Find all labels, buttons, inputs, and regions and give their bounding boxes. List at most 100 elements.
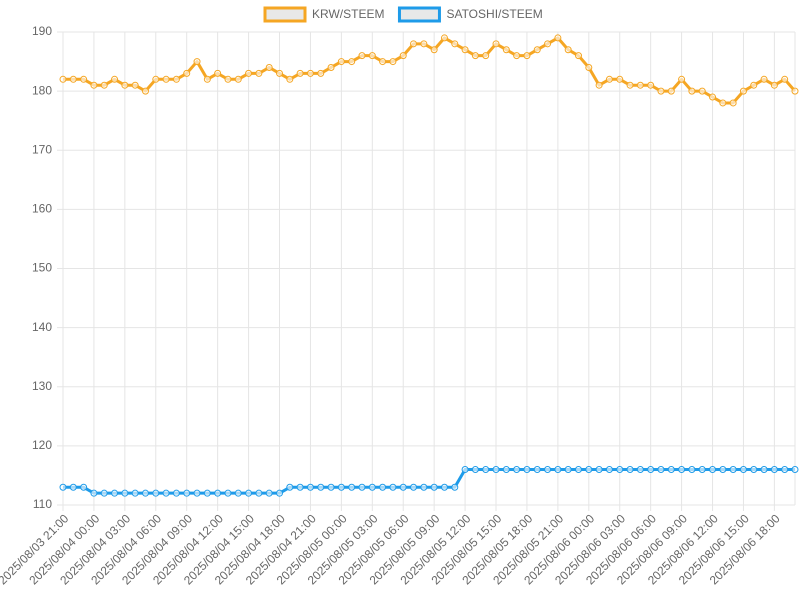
legend-label: KRW/STEEM — [312, 7, 384, 21]
data-point — [574, 52, 582, 60]
data-point — [440, 34, 448, 42]
data-point — [471, 466, 479, 474]
data-point — [193, 58, 201, 66]
data-point — [729, 466, 737, 474]
data-point — [430, 483, 438, 491]
data-point — [554, 466, 562, 474]
y-tick-label: 190 — [32, 24, 52, 38]
data-point — [193, 489, 201, 497]
legend-label: SATOSHI/STEEM — [446, 7, 542, 21]
data-point — [90, 81, 98, 89]
y-tick-label: 120 — [32, 438, 52, 452]
data-point — [224, 75, 232, 83]
data-point — [348, 58, 356, 66]
data-point — [183, 69, 191, 77]
data-point — [636, 81, 644, 89]
data-point — [306, 483, 314, 491]
data-point — [698, 466, 706, 474]
data-point — [152, 489, 160, 497]
y-tick-label: 170 — [32, 142, 52, 156]
data-point — [111, 75, 119, 83]
data-point — [59, 75, 67, 83]
data-point — [80, 75, 88, 83]
data-point — [616, 466, 624, 474]
data-point — [760, 466, 768, 474]
data-point — [709, 93, 717, 101]
data-point — [255, 489, 263, 497]
data-point — [791, 466, 799, 474]
data-point — [605, 466, 613, 474]
data-point — [317, 69, 325, 77]
data-point — [90, 489, 98, 497]
data-point — [183, 489, 191, 497]
data-point — [348, 483, 356, 491]
data-point — [358, 52, 366, 60]
data-point — [678, 466, 686, 474]
data-point — [245, 69, 253, 77]
y-tick-label: 160 — [32, 202, 52, 216]
data-point — [430, 46, 438, 54]
data-point — [770, 466, 778, 474]
data-point — [595, 466, 603, 474]
data-point — [80, 483, 88, 491]
data-point — [482, 466, 490, 474]
data-point — [781, 75, 789, 83]
data-point — [410, 483, 418, 491]
data-point — [100, 81, 108, 89]
data-point — [234, 75, 242, 83]
data-point — [647, 81, 655, 89]
y-tick-label: 180 — [32, 83, 52, 97]
data-point — [410, 40, 418, 48]
data-point — [214, 69, 222, 77]
data-point — [276, 489, 284, 497]
data-point — [533, 466, 541, 474]
data-point — [750, 466, 758, 474]
y-tick-label: 150 — [32, 261, 52, 275]
series-line — [63, 468, 795, 495]
data-point — [564, 466, 572, 474]
data-point — [368, 52, 376, 60]
data-point — [327, 483, 335, 491]
data-point — [69, 75, 77, 83]
data-point — [554, 34, 562, 42]
data-point — [399, 52, 407, 60]
data-point — [636, 466, 644, 474]
data-point — [141, 489, 149, 497]
data-point — [317, 483, 325, 491]
data-point — [368, 483, 376, 491]
data-point — [286, 483, 294, 491]
data-point — [502, 466, 510, 474]
data-point — [533, 46, 541, 54]
data-point — [172, 75, 180, 83]
data-point — [574, 466, 582, 474]
data-point — [585, 466, 593, 474]
data-point — [121, 489, 129, 497]
data-point — [688, 87, 696, 95]
data-point — [327, 63, 335, 71]
data-point — [420, 483, 428, 491]
data-point — [523, 52, 531, 60]
data-point — [111, 489, 119, 497]
data-point — [121, 81, 129, 89]
data-point — [513, 52, 521, 60]
data-point — [523, 466, 531, 474]
data-point — [719, 466, 727, 474]
data-point — [471, 52, 479, 60]
data-point — [245, 489, 253, 497]
data-point — [739, 466, 747, 474]
data-point — [585, 63, 593, 71]
data-point — [729, 99, 737, 107]
data-point — [152, 75, 160, 83]
data-point — [461, 46, 469, 54]
data-point — [492, 40, 500, 48]
data-point — [544, 466, 552, 474]
data-point — [337, 483, 345, 491]
data-point — [296, 69, 304, 77]
data-point — [337, 58, 345, 66]
data-point — [265, 63, 273, 71]
legend-swatch — [397, 6, 441, 23]
data-point — [100, 489, 108, 497]
data-point — [69, 483, 77, 491]
data-point — [203, 75, 211, 83]
